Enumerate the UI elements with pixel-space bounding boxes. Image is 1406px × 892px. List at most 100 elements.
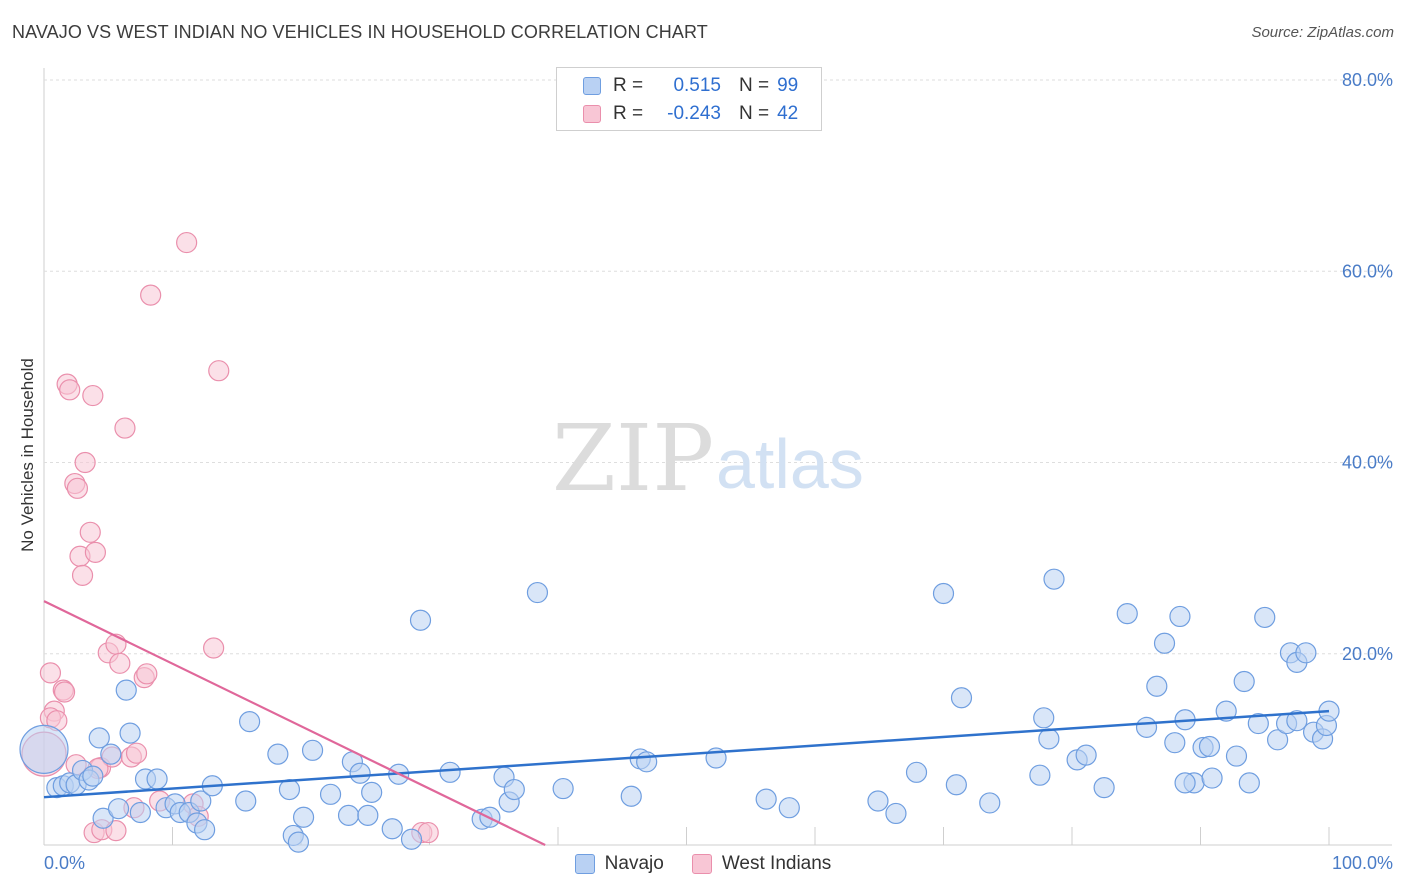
west-indians-point: [39, 662, 62, 684]
navajo-point: [636, 751, 658, 773]
navajo-point: [439, 761, 461, 783]
navajo-point: [1238, 772, 1260, 794]
series-legend: Navajo West Indians: [0, 852, 1406, 876]
legend-row-navajo: R = 0.515 N = 99: [583, 74, 798, 98]
navajo-point: [292, 806, 315, 828]
navajo-point: [1266, 729, 1289, 751]
navajo-point: [88, 727, 110, 749]
navajo-point: [349, 762, 371, 784]
source-label: Source: ZipAtlas.com: [1251, 24, 1394, 41]
west-indians-swatch: [691, 854, 712, 874]
navajo-point: [885, 802, 907, 825]
navajo-point: [357, 804, 379, 826]
west-indians-point: [208, 360, 230, 382]
navajo-point: [278, 778, 301, 801]
west-indians-point: [79, 521, 101, 543]
stats-legend: R = 0.515 N = 99 R = -0.243 N = 42: [556, 67, 822, 131]
r-label: R =: [613, 103, 644, 124]
navajo-point: [381, 818, 403, 840]
navajo-point: [361, 781, 383, 804]
navajo-point: [1116, 602, 1138, 625]
watermark: ZIP atlas: [552, 405, 864, 512]
west-indians-point: [74, 451, 96, 474]
navajo-point: [194, 819, 216, 841]
navajo-point: [82, 765, 104, 787]
navajo-point: [620, 785, 642, 807]
navajo-point: [92, 807, 114, 829]
r-label: R =: [613, 75, 644, 96]
navajo-point: [945, 774, 967, 796]
navajo-point: [1153, 632, 1176, 654]
west-indians-point: [109, 652, 131, 674]
navajo-point: [107, 798, 130, 820]
trend-layer: [43, 600, 1330, 846]
watermark-zip: ZIP: [552, 405, 714, 512]
navajo-point: [1225, 745, 1248, 767]
watermark-atlas: atlas: [716, 425, 864, 503]
legend-label-west-indians: West Indians: [721, 853, 832, 874]
navajo-point: [129, 801, 151, 824]
navajo-point: [337, 804, 360, 826]
n-value: 99: [777, 75, 799, 96]
y-tick-label: 80.0%: [1342, 70, 1393, 90]
navajo-point: [1201, 767, 1223, 789]
navajo-point: [905, 761, 928, 783]
west-indians-point: [176, 231, 198, 254]
navajo-point: [146, 768, 168, 790]
navajo-point: [1169, 605, 1191, 628]
west-indians-point: [59, 379, 81, 401]
west-indians-point: [71, 564, 94, 586]
navajo-point: [526, 581, 549, 604]
points-layer: [19, 231, 1340, 853]
navajo-point: [1215, 700, 1237, 722]
navajo-point: [932, 582, 955, 605]
navajo-point: [1174, 772, 1196, 794]
west-indians-point: [53, 681, 76, 703]
navajo-point: [552, 777, 574, 800]
west-indians-point: [136, 663, 158, 685]
west-indians-trend-line: [43, 600, 546, 846]
legend-item-west-indians[interactable]: West Indians: [691, 853, 832, 875]
navajo-point: [1146, 675, 1168, 697]
y-tick-label: 20.0%: [1342, 644, 1393, 664]
legend-item-navajo[interactable]: Navajo: [574, 853, 664, 875]
legend-label-navajo: Navajo: [604, 853, 664, 874]
west-indians-point: [140, 284, 162, 306]
west-indians-point: [84, 541, 107, 563]
n-value: 42: [777, 103, 799, 124]
navajo-point: [1286, 710, 1308, 732]
navajo-point: [1043, 568, 1065, 590]
navajo-point: [1254, 606, 1276, 629]
navajo-point: [239, 711, 261, 733]
navajo-point: [1029, 764, 1051, 786]
navajo-point: [1038, 728, 1060, 750]
navajo-point: [867, 790, 889, 812]
navajo-point: [979, 792, 1001, 814]
navajo-swatch: [574, 854, 595, 874]
navajo-point: [301, 739, 324, 761]
navajo-point: [1093, 777, 1115, 799]
navajo-point: [119, 722, 141, 744]
navajo-point: [1033, 707, 1055, 729]
y-tick-label: 60.0%: [1342, 261, 1393, 281]
navajo-point: [19, 724, 69, 774]
navajo-point: [115, 679, 137, 701]
navajo-point: [778, 797, 800, 819]
navajo-point: [409, 609, 432, 631]
navajo-swatch: [583, 77, 601, 95]
n-label: N =: [739, 103, 770, 124]
navajo-point: [190, 790, 212, 812]
navajo-point: [1135, 716, 1158, 738]
navajo-point: [400, 828, 423, 850]
west-indians-point: [125, 742, 148, 764]
navajo-point: [1198, 735, 1221, 758]
navajo-point: [1295, 642, 1317, 664]
navajo-point: [1247, 712, 1269, 735]
navajo-point: [319, 783, 342, 805]
n-label: N =: [739, 75, 770, 96]
west-indians-swatch: [583, 105, 601, 123]
west-indians-point: [203, 637, 225, 659]
navajo-point: [267, 743, 289, 765]
r-value: -0.243: [667, 103, 721, 124]
